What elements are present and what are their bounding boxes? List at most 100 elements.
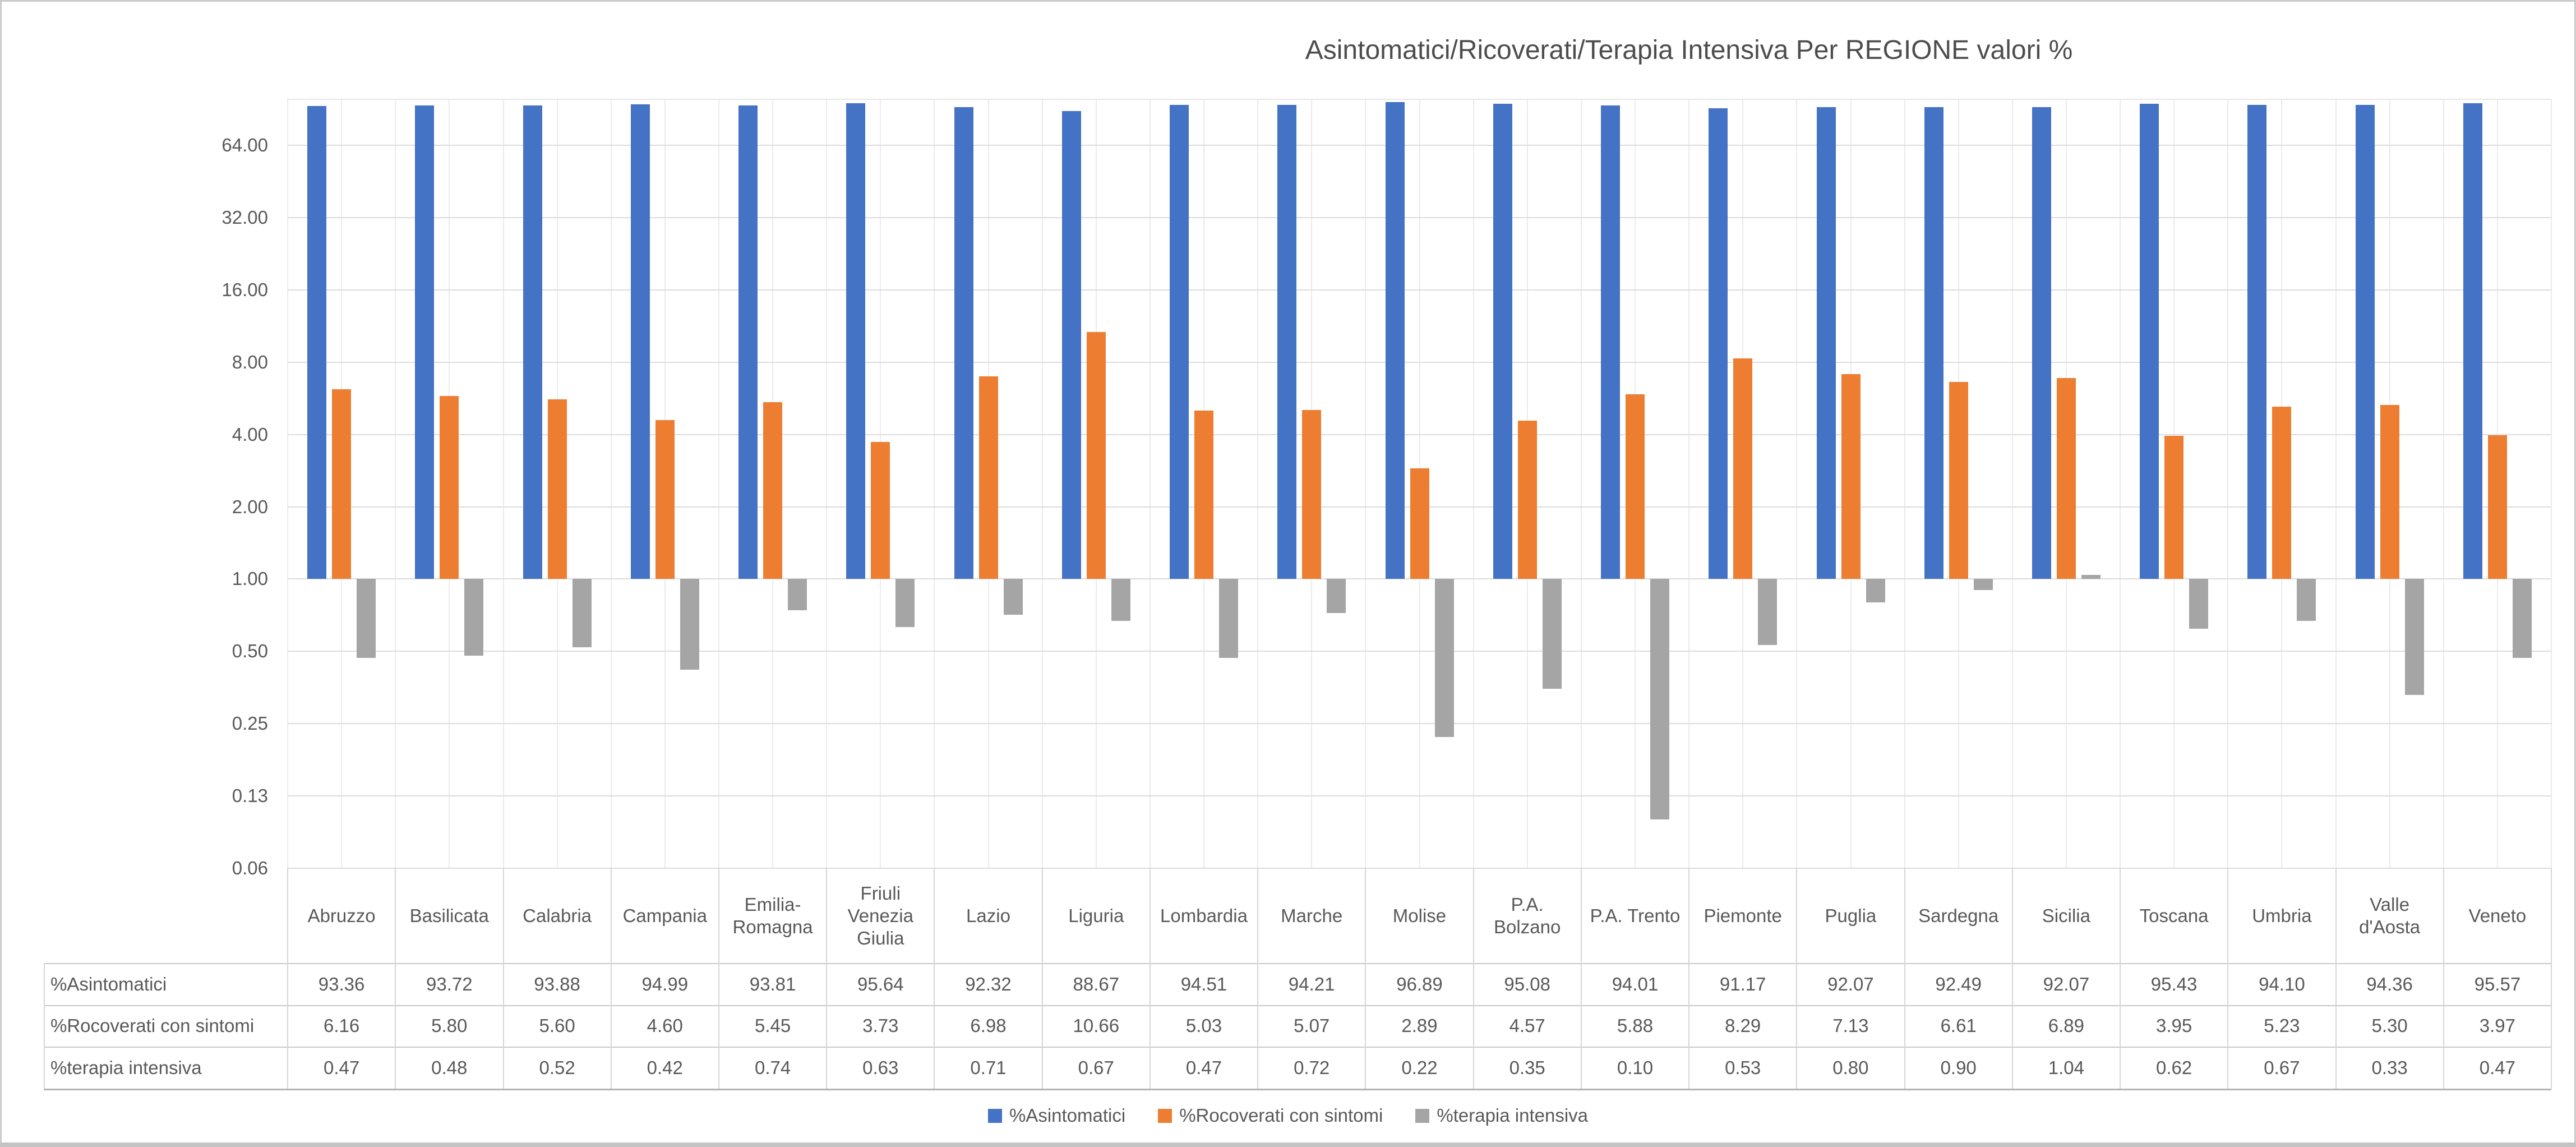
table-cell-asintomatici-lombardia[interactable]: 94.51	[1180, 973, 1227, 994]
table-cell-rocoverati-con-sintomi-liguria[interactable]: 10.66	[1073, 1015, 1120, 1036]
bar-asintomatici-veneto[interactable]	[2463, 103, 2482, 579]
bar-asintomatici-liguria[interactable]	[1061, 111, 1081, 579]
chart-title[interactable]: Asintomatici/Ricoverati/Terapia Intensiv…	[1305, 35, 2073, 65]
bar-terapia-intensiva-umbria[interactable]	[2297, 579, 2316, 621]
table-cell-asintomatici-valle-d-aosta[interactable]: 94.36	[2366, 973, 2413, 994]
bar-terapia-intensiva-basilicata[interactable]	[464, 579, 484, 656]
table-cell-rocoverati-con-sintomi-piemonte[interactable]: 8.29	[1725, 1015, 1761, 1036]
table-cell-asintomatici-umbria[interactable]: 94.10	[2259, 973, 2305, 994]
bar-asintomatici-abruzzo[interactable]	[307, 105, 327, 579]
table-header-liguria[interactable]: Liguria	[1068, 905, 1124, 926]
bar-rocoverati-con-sintomi-friuli-venezia-giulia[interactable]	[871, 441, 890, 579]
table-cell-terapia-intensiva-sicilia[interactable]: 1.04	[2048, 1057, 2084, 1078]
table-header-marche[interactable]: Marche	[1281, 905, 1343, 926]
table-cell-asintomatici-veneto[interactable]: 95.57	[2474, 973, 2521, 994]
table-header-campania[interactable]: Campania	[622, 905, 707, 926]
bar-terapia-intensiva-emilia-romagna[interactable]	[788, 579, 807, 611]
table-header-umbria[interactable]: Umbria	[2252, 905, 2312, 926]
bar-asintomatici-calabria[interactable]	[523, 105, 542, 579]
table-cell-rocoverati-con-sintomi-lombardia[interactable]: 5.03	[1185, 1015, 1222, 1036]
table-header-lombardia[interactable]: Lombardia	[1160, 905, 1248, 926]
bar-asintomatici-umbria[interactable]	[2247, 105, 2267, 579]
table-cell-terapia-intensiva-friuli-venezia-giulia[interactable]: 0.63	[862, 1057, 899, 1078]
bar-rocoverati-con-sintomi-p-a-bolzano[interactable]	[1517, 420, 1537, 579]
bar-asintomatici-basilicata[interactable]	[415, 105, 435, 579]
table-cell-rocoverati-con-sintomi-p-a-trento[interactable]: 5.88	[1617, 1015, 1654, 1036]
bar-rocoverati-con-sintomi-lombardia[interactable]	[1194, 411, 1213, 579]
bar-asintomatici-sicilia[interactable]	[2032, 107, 2051, 579]
bar-rocoverati-con-sintomi-marche[interactable]	[1302, 409, 1322, 579]
bar-terapia-intensiva-toscana[interactable]	[2189, 579, 2209, 629]
table-cell-terapia-intensiva-toscana[interactable]: 0.62	[2155, 1057, 2192, 1078]
table-cell-asintomatici-abruzzo[interactable]: 93.36	[318, 973, 365, 994]
table-cell-rocoverati-con-sintomi-molise[interactable]: 2.89	[1401, 1015, 1438, 1036]
legend-item-terapia-intensiva[interactable]: %terapia intensiva	[1415, 1105, 1588, 1126]
bar-rocoverati-con-sintomi-lazio[interactable]	[978, 376, 998, 579]
legend-item-rocoverati-con-sintomi[interactable]: %Rocoverati con sintomi	[1158, 1105, 1383, 1126]
table-header-valle-d-aosta[interactable]: Valle d'Aosta	[2359, 893, 2421, 937]
table-cell-terapia-intensiva-basilicata[interactable]: 0.48	[431, 1057, 468, 1078]
table-cell-terapia-intensiva-p-a-bolzano[interactable]: 0.35	[1509, 1057, 1545, 1078]
bar-rocoverati-con-sintomi-valle-d-aosta[interactable]	[2380, 405, 2399, 579]
table-header-basilicata[interactable]: Basilicata	[409, 905, 489, 926]
bar-rocoverati-con-sintomi-piemonte[interactable]	[1733, 358, 1753, 579]
table-header-p-a-bolzano[interactable]: P.A. Bolzano	[1494, 893, 1561, 937]
table-cell-asintomatici-puglia[interactable]: 92.07	[1827, 973, 1874, 994]
table-cell-asintomatici-calabria[interactable]: 93.88	[534, 973, 580, 994]
bar-asintomatici-toscana[interactable]	[2140, 103, 2159, 579]
table-cell-asintomatici-toscana[interactable]: 95.43	[2150, 973, 2198, 994]
table-cell-rocoverati-con-sintomi-toscana[interactable]: 3.95	[2155, 1015, 2192, 1036]
table-cell-asintomatici-basilicata[interactable]: 93.72	[426, 973, 473, 994]
bar-rocoverati-con-sintomi-sardegna[interactable]	[1949, 382, 1968, 579]
table-cell-asintomatici-liguria[interactable]: 88.67	[1073, 973, 1120, 994]
bar-terapia-intensiva-puglia[interactable]	[1866, 579, 1885, 602]
bar-terapia-intensiva-abruzzo[interactable]	[357, 579, 376, 658]
bar-rocoverati-con-sintomi-emilia-romagna[interactable]	[763, 402, 783, 579]
table-cell-rocoverati-con-sintomi-puglia[interactable]: 7.13	[1832, 1015, 1869, 1036]
table-cell-asintomatici-campania[interactable]: 94.99	[641, 973, 689, 994]
bar-rocoverati-con-sintomi-campania[interactable]	[655, 420, 675, 579]
table-cell-terapia-intensiva-puglia[interactable]: 0.80	[1832, 1057, 1869, 1078]
table-header-toscana[interactable]: Toscana	[2139, 905, 2209, 926]
bar-terapia-intensiva-p-a-trento[interactable]	[1650, 579, 1669, 819]
table-cell-terapia-intensiva-veneto[interactable]: 0.47	[2479, 1057, 2515, 1078]
table-cell-rocoverati-con-sintomi-lazio[interactable]: 6.98	[970, 1015, 1007, 1036]
table-cell-asintomatici-p-a-bolzano[interactable]: 95.08	[1504, 973, 1550, 994]
bar-terapia-intensiva-sardegna[interactable]	[1973, 579, 1993, 590]
bar-asintomatici-piemonte[interactable]	[1709, 108, 1728, 579]
bar-rocoverati-con-sintomi-abruzzo[interactable]	[332, 389, 352, 579]
table-cell-asintomatici-friuli-venezia-giulia[interactable]: 95.64	[857, 973, 904, 994]
table-cell-asintomatici-sicilia[interactable]: 92.07	[2043, 973, 2090, 994]
table-cell-terapia-intensiva-piemonte[interactable]: 0.53	[1725, 1057, 1761, 1078]
table-cell-rocoverati-con-sintomi-marche[interactable]: 5.07	[1294, 1015, 1330, 1036]
bar-rocoverati-con-sintomi-puglia[interactable]	[1841, 374, 1861, 579]
bar-rocoverati-con-sintomi-calabria[interactable]	[547, 399, 567, 579]
table-cell-terapia-intensiva-calabria[interactable]: 0.52	[539, 1057, 575, 1078]
table-cell-terapia-intensiva-lombardia[interactable]: 0.47	[1185, 1057, 1222, 1078]
bar-asintomatici-p-a-trento[interactable]	[1601, 105, 1620, 579]
table-header-sicilia[interactable]: Sicilia	[2042, 905, 2090, 926]
table-cell-asintomatici-p-a-trento[interactable]: 94.01	[1612, 973, 1659, 994]
bar-terapia-intensiva-valle-d-aosta[interactable]	[2404, 579, 2424, 695]
table-cell-rocoverati-con-sintomi-valle-d-aosta[interactable]: 5.30	[2371, 1015, 2408, 1036]
table-cell-terapia-intensiva-campania[interactable]: 0.42	[647, 1057, 683, 1078]
bar-rocoverati-con-sintomi-liguria[interactable]	[1086, 332, 1106, 579]
table-header-piemonte[interactable]: Piemonte	[1704, 905, 1782, 926]
bar-asintomatici-sardegna[interactable]	[1924, 107, 1943, 579]
table-header-calabria[interactable]: Calabria	[523, 905, 592, 926]
bar-rocoverati-con-sintomi-toscana[interactable]	[2164, 435, 2184, 579]
table-cell-rocoverati-con-sintomi-sardegna[interactable]: 6.61	[1940, 1015, 1977, 1036]
table-cell-asintomatici-piemonte[interactable]: 91.17	[1719, 973, 1766, 994]
bar-rocoverati-con-sintomi-sicilia[interactable]	[2056, 377, 2076, 579]
table-cell-asintomatici-molise[interactable]: 96.89	[1396, 973, 1443, 994]
table-header-sardegna[interactable]: Sardegna	[1918, 905, 1999, 926]
bar-terapia-intensiva-lazio[interactable]	[1003, 579, 1023, 615]
bar-terapia-intensiva-marche[interactable]	[1327, 579, 1346, 614]
bar-asintomatici-puglia[interactable]	[1816, 107, 1836, 579]
table-cell-asintomatici-lazio[interactable]: 92.32	[965, 973, 1012, 994]
bar-terapia-intensiva-campania[interactable]	[680, 579, 699, 670]
bar-terapia-intensiva-liguria[interactable]	[1111, 579, 1130, 621]
table-row-label-asintomatici[interactable]: %Asintomatici	[50, 973, 167, 994]
table-row-label-rocoverati-con-sintomi[interactable]: %Rocoverati con sintomi	[50, 1015, 255, 1036]
legend-item-asintomatici[interactable]: %Asintomatici	[987, 1105, 1125, 1126]
